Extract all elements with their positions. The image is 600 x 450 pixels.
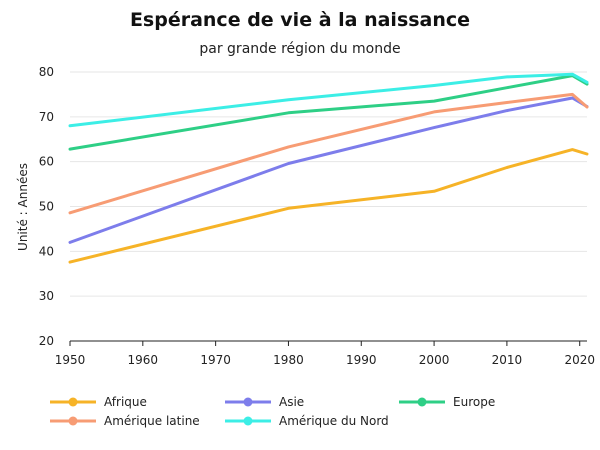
- x-tick-label: 1950: [55, 353, 86, 367]
- series-line-2: [68, 96, 589, 244]
- x-tick-label: 1960: [128, 353, 159, 367]
- series-line-1: [68, 148, 589, 264]
- y-tick-label: 60: [39, 155, 54, 169]
- x-tick-label: 2020: [564, 353, 595, 367]
- series-line-5: [68, 72, 589, 128]
- axis-layer: 20 30 40 50 60 70 80 1950 1960 1970 1980 1990 2000 20…: [39, 65, 595, 367]
- x-tick-label: 1970: [200, 353, 231, 367]
- legend: Afrique Asie Europe Amérique latine Amérique…: [50, 395, 495, 428]
- y-tick-label: 80: [39, 65, 54, 79]
- series-layer: [68, 72, 589, 264]
- legend-swatch-marker: [243, 416, 253, 426]
- y-tick-label: 70: [39, 110, 54, 124]
- y-tick-label: 30: [39, 289, 54, 303]
- y-tick-label: 40: [39, 244, 54, 258]
- legend-item[interactable]: Europe: [399, 395, 495, 409]
- legend-item[interactable]: Afrique: [50, 395, 147, 409]
- x-tick-label: 2010: [492, 353, 523, 367]
- legend-swatch-marker: [68, 416, 78, 426]
- x-tick-label: 2000: [419, 353, 450, 367]
- legend-item[interactable]: Asie: [225, 395, 304, 409]
- legend-item[interactable]: Amérique du Nord: [225, 414, 389, 428]
- legend-label: Europe: [453, 395, 495, 409]
- x-tick-label: 1980: [273, 353, 304, 367]
- chart-title: Espérance de vie à la naissance: [130, 9, 470, 31]
- legend-label: Afrique: [104, 395, 147, 409]
- series-line-4: [68, 92, 589, 215]
- legend-swatch-marker: [68, 397, 78, 407]
- legend-item[interactable]: Amérique latine: [50, 414, 200, 428]
- grid-layer: [70, 71, 587, 297]
- chart-subtitle: par grande région du monde: [199, 41, 400, 57]
- legend-label: Asie: [279, 395, 304, 409]
- legend-label: Amérique du Nord: [279, 414, 389, 428]
- y-axis-title: Unité : Années: [16, 163, 30, 251]
- legend-swatch-marker: [417, 397, 427, 407]
- x-tick-label: 1990: [346, 353, 377, 367]
- y-tick-label: 20: [39, 334, 54, 348]
- legend-label: Amérique latine: [104, 414, 200, 428]
- y-tick-label: 50: [39, 200, 54, 214]
- legend-swatch-marker: [243, 397, 253, 407]
